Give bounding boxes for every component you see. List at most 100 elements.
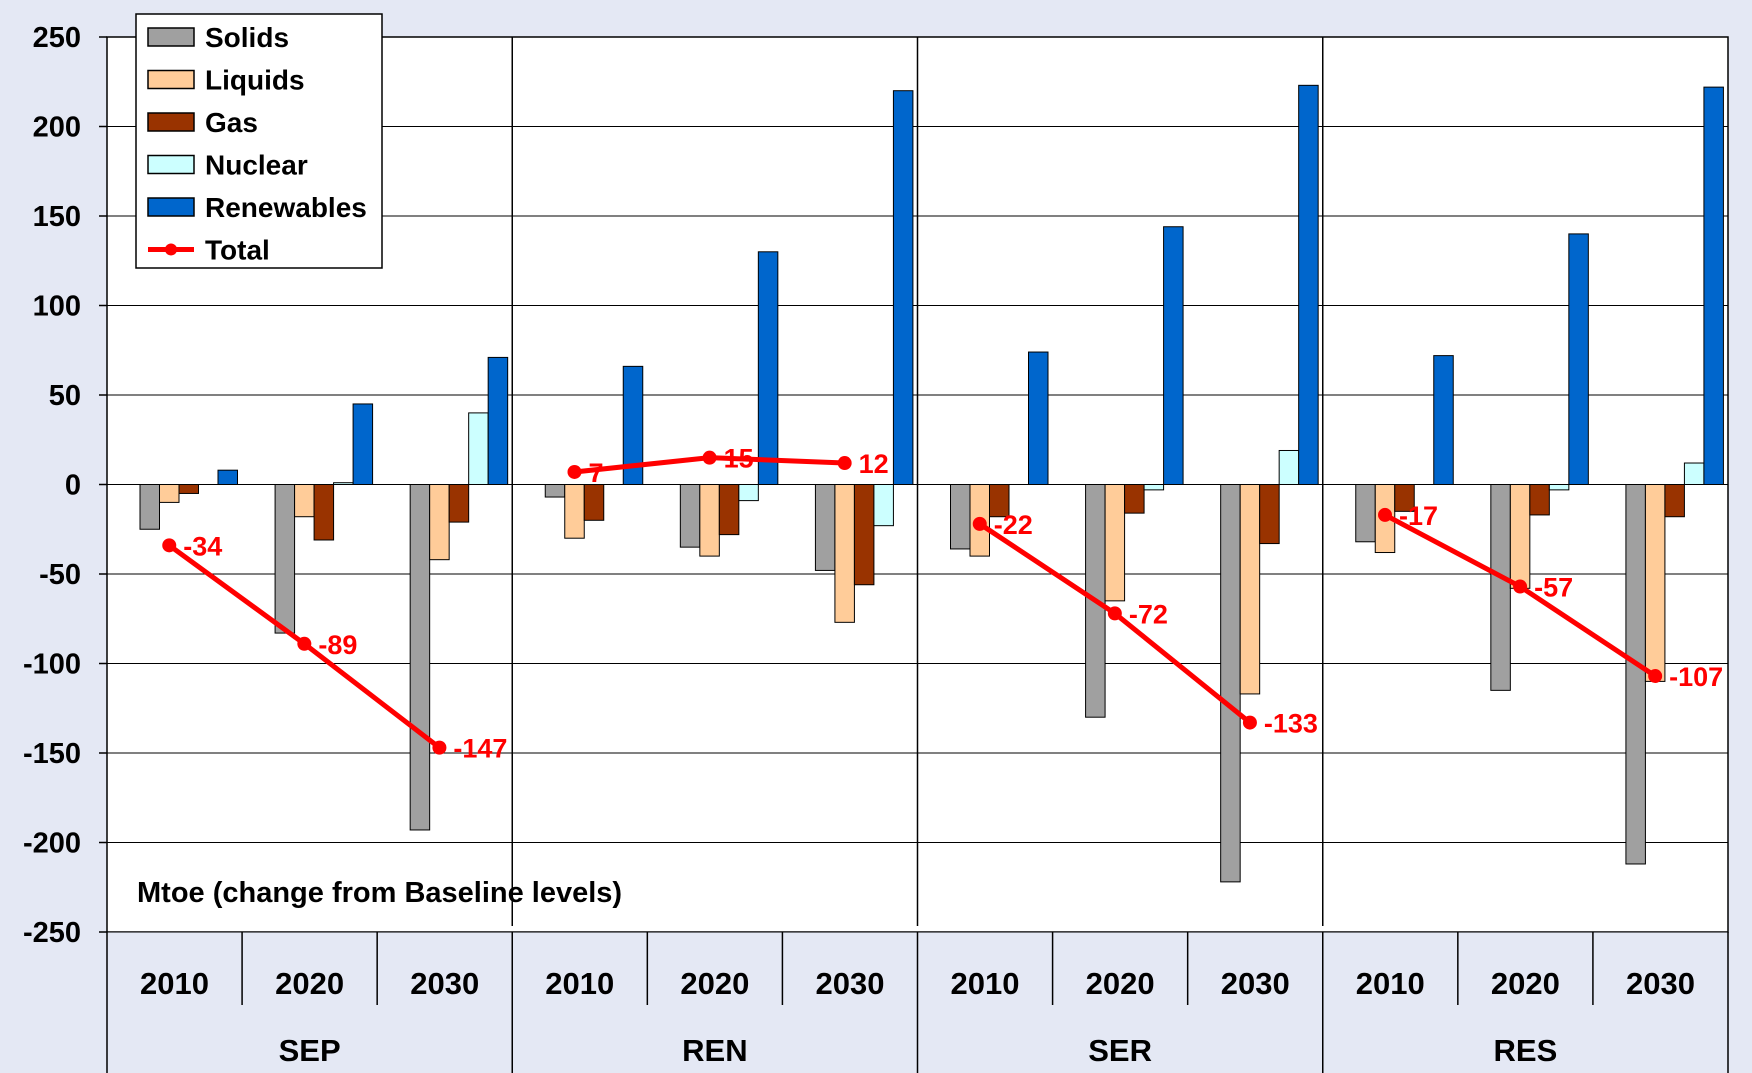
- legend-marker-total: [165, 243, 177, 256]
- total-point: [972, 516, 987, 531]
- bar-nuclear: [1143, 484, 1165, 491]
- x-tick-label: 2020: [275, 966, 344, 1001]
- y-tick-label: 150: [33, 201, 81, 233]
- total-label: -22: [994, 510, 1033, 540]
- bar-solids: [679, 484, 701, 548]
- legend: [135, 13, 383, 269]
- total-label: -107: [1669, 662, 1723, 692]
- x-tick-label: 2030: [1626, 966, 1695, 1001]
- total-point: [1242, 715, 1257, 730]
- total-point: [1648, 669, 1663, 684]
- bar-gas: [1394, 484, 1415, 512]
- y-tick-label: -50: [39, 559, 81, 591]
- bar-renewables: [217, 469, 238, 485]
- bar-nuclear: [333, 482, 354, 485]
- legend-swatch-liquids: [147, 69, 195, 90]
- bar-solids: [950, 484, 971, 550]
- bar-gas: [853, 484, 875, 586]
- y-tick-label: 100: [33, 291, 81, 323]
- bar-liquids: [429, 484, 450, 561]
- legend-swatch-solids: [147, 27, 195, 47]
- bar-gas: [1664, 484, 1685, 518]
- total-label: 12: [859, 449, 889, 479]
- group-label: REN: [682, 1033, 747, 1068]
- bar-liquids: [699, 484, 720, 557]
- total-label: -34: [183, 531, 222, 561]
- bar-gas: [1259, 484, 1280, 545]
- x-tick-label: 2030: [815, 966, 884, 1001]
- bar-nuclear: [1548, 484, 1570, 491]
- total-label: -147: [453, 734, 507, 764]
- legend-swatch-nuclear: [147, 154, 195, 175]
- y-tick-label: -250: [23, 917, 81, 949]
- legend-label: Total: [205, 235, 270, 266]
- total-label: -89: [318, 630, 357, 660]
- total-label: -17: [1399, 501, 1438, 531]
- bar-renewables: [1703, 86, 1724, 486]
- y-tick-label: -100: [23, 649, 81, 681]
- total-point: [837, 456, 852, 471]
- bar-renewables: [622, 365, 644, 485]
- bar-nuclear: [738, 484, 759, 502]
- group-label: RES: [1494, 1033, 1558, 1068]
- bar-nuclear: [468, 412, 489, 485]
- total-point: [162, 538, 177, 553]
- total-point: [1378, 507, 1392, 522]
- group-label: SEP: [279, 1033, 341, 1068]
- bar-renewables: [1433, 355, 1454, 485]
- y-tick-label: 0: [65, 470, 81, 502]
- x-tick-label: 2020: [680, 966, 749, 1001]
- bar-liquids: [1104, 484, 1126, 602]
- total-label: -57: [1534, 573, 1573, 603]
- bar-renewables: [892, 90, 914, 485]
- total-label: -133: [1264, 709, 1318, 739]
- bar-solids: [274, 484, 296, 634]
- x-tick-label: 2020: [1491, 966, 1560, 1001]
- bar-gas: [448, 484, 470, 523]
- x-tick-label: 2010: [140, 966, 209, 1001]
- total-point: [567, 464, 582, 479]
- bar-solids: [1625, 484, 1646, 865]
- x-tick-label: 2010: [951, 966, 1020, 1001]
- bar-solids: [1220, 484, 1241, 883]
- bar-nuclear: [873, 484, 894, 527]
- total-label: -72: [1129, 599, 1168, 629]
- bar-gas: [313, 484, 335, 541]
- bar-solids: [1490, 484, 1511, 691]
- bar-liquids: [564, 484, 585, 539]
- units-annotation: Mtoe (change from Baseline levels): [137, 877, 622, 909]
- total-label: 15: [724, 444, 754, 474]
- y-tick-label: 50: [49, 380, 81, 412]
- bar-liquids: [1509, 484, 1531, 589]
- bar-renewables: [352, 403, 374, 486]
- bar-renewables: [757, 251, 779, 485]
- group-label: SER: [1088, 1033, 1152, 1068]
- bar-renewables: [1028, 351, 1049, 486]
- bar-gas: [1529, 484, 1550, 516]
- y-tick-label: -150: [23, 738, 81, 770]
- legend-label: Solids: [205, 22, 289, 53]
- total-point: [432, 740, 447, 755]
- legend-label: Renewables: [205, 192, 367, 223]
- legend-swatch-gas: [147, 112, 195, 132]
- bar-solids: [814, 484, 836, 571]
- bar-nuclear: [1683, 462, 1705, 485]
- legend-swatch-renewables: [147, 197, 195, 217]
- bar-renewables: [1568, 233, 1589, 485]
- y-tick-label: -200: [23, 828, 81, 860]
- x-tick-label: 2010: [1356, 966, 1425, 1001]
- bar-gas: [989, 484, 1010, 518]
- bar-liquids: [834, 484, 855, 623]
- total-point: [702, 450, 717, 465]
- x-tick-label: 2030: [1221, 966, 1290, 1001]
- y-tick-label: 200: [33, 112, 81, 144]
- legend-label: Nuclear: [205, 150, 308, 181]
- legend-label: Gas: [205, 107, 258, 138]
- x-tick-label: 2020: [1086, 966, 1155, 1001]
- total-point: [1107, 606, 1122, 621]
- bar-solids: [139, 484, 160, 530]
- bar-liquids: [159, 484, 180, 503]
- bar-gas: [1124, 484, 1145, 514]
- bar-gas: [178, 484, 199, 494]
